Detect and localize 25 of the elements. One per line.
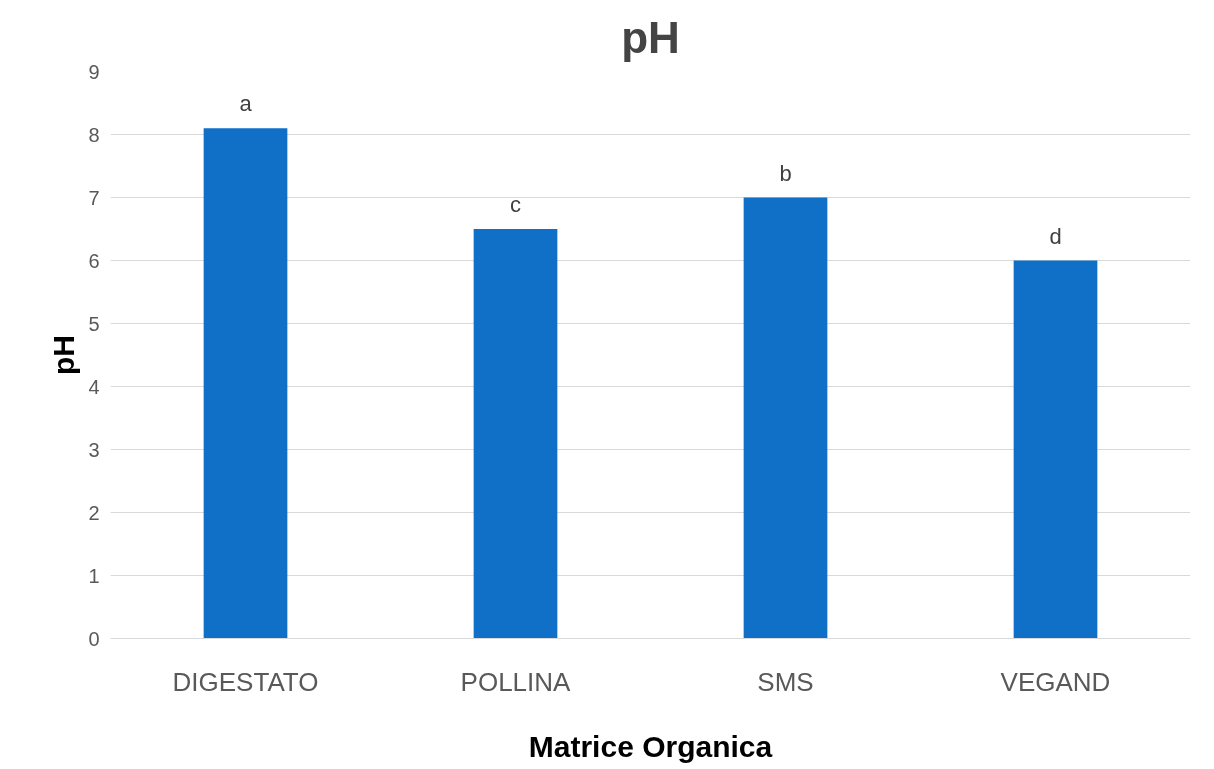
bar — [1013, 260, 1098, 639]
annotation: a — [239, 91, 253, 117]
bar — [203, 128, 288, 639]
bar — [473, 229, 558, 639]
x-axis-title: Matrice Organica — [528, 729, 773, 763]
y-tick-label: 5 — [88, 312, 100, 335]
y-tick-label: 3 — [88, 438, 100, 461]
annotation: d — [1049, 223, 1062, 249]
x-tick-label: SMS — [757, 666, 814, 697]
bar — [743, 197, 828, 639]
x-tick-label: DIGESTATO — [172, 666, 319, 697]
annotation: c — [510, 192, 521, 217]
y-axis-title: pH — [47, 335, 81, 375]
y-tick-label: 4 — [88, 375, 100, 398]
chart-title: pH — [621, 12, 680, 62]
annotation: b — [779, 160, 792, 186]
x-tick-label: POLLINA — [460, 666, 572, 697]
y-tick-label: 2 — [88, 501, 100, 524]
y-tick-label: 9 — [88, 60, 100, 83]
y-tick-label: 1 — [88, 564, 100, 587]
y-tick-label: 0 — [88, 627, 100, 650]
y-tick-label: 7 — [88, 186, 100, 209]
x-tick-label: VEGAND — [1000, 666, 1111, 697]
y-tick-label: 8 — [88, 123, 100, 146]
y-tick-label: 6 — [88, 249, 100, 272]
